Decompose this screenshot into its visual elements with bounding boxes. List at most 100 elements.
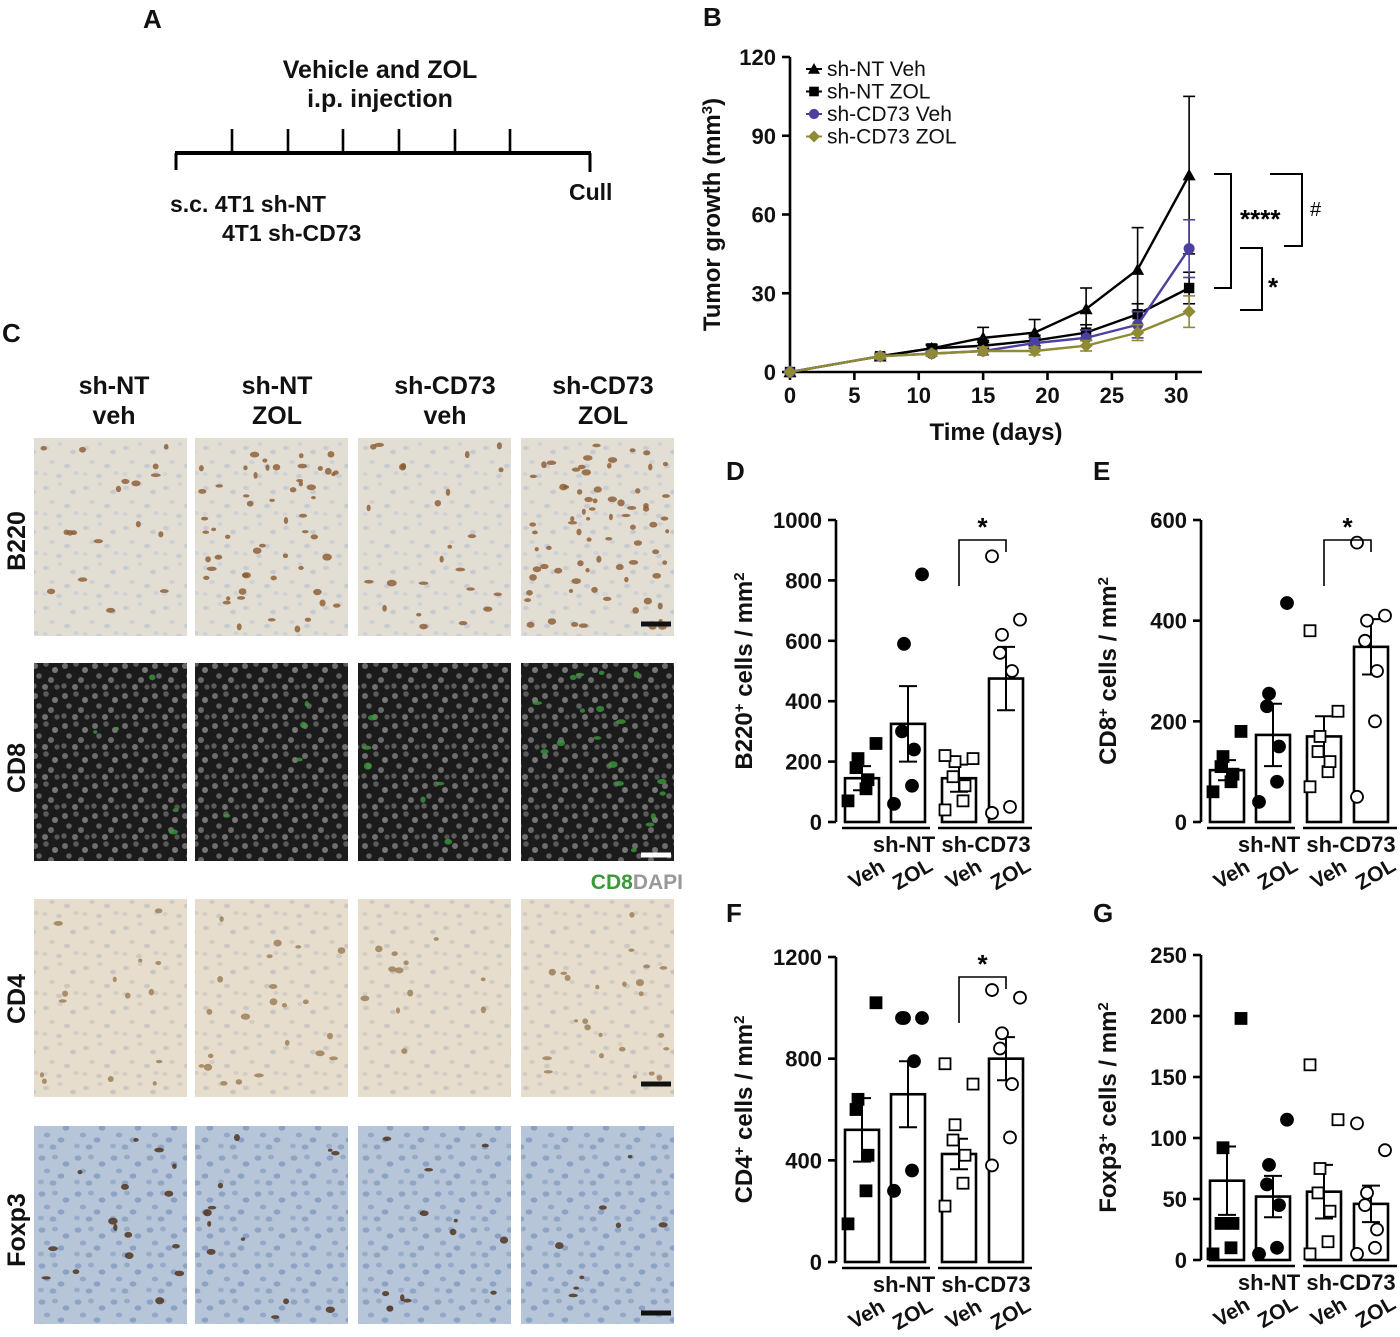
stain-spot bbox=[236, 623, 242, 631]
stain-spot bbox=[198, 465, 204, 472]
y-tick-label: 200 bbox=[1150, 709, 1187, 734]
stain-spot bbox=[559, 483, 568, 491]
data-point bbox=[958, 779, 972, 793]
data-point bbox=[1350, 789, 1364, 804]
panel-a: A Vehicle and ZOL i.p. injection s.c. 4T… bbox=[143, 4, 612, 246]
stain-spot bbox=[135, 520, 141, 528]
x-tick-label: 30 bbox=[1164, 383, 1188, 408]
stain-spot bbox=[629, 912, 635, 918]
stain-spot bbox=[246, 500, 254, 507]
stain-spot bbox=[172, 1163, 177, 1169]
data-point bbox=[948, 1118, 962, 1132]
stain-spot bbox=[624, 576, 629, 583]
stain-spot bbox=[635, 488, 641, 494]
data-point bbox=[938, 749, 952, 762]
y-tick-label: 30 bbox=[752, 281, 776, 306]
stain-spot bbox=[657, 778, 667, 785]
stain-spot bbox=[219, 916, 224, 923]
stain-spot bbox=[648, 463, 653, 471]
start-label-1: s.c. 4T1 sh-NT bbox=[170, 191, 326, 217]
stain-spot bbox=[453, 1218, 458, 1223]
stain-spot bbox=[66, 529, 73, 536]
stain-spot bbox=[458, 620, 468, 626]
stain-spot bbox=[526, 621, 535, 628]
data-point bbox=[956, 1176, 970, 1190]
micrograph-background bbox=[358, 1126, 511, 1324]
stain-spot bbox=[638, 991, 644, 997]
stain-spot bbox=[115, 485, 122, 493]
stain-spot bbox=[324, 467, 332, 475]
stain-spot bbox=[467, 534, 477, 539]
stain-spot bbox=[304, 617, 312, 622]
stain-spot bbox=[120, 1183, 129, 1190]
category-label: ZOL bbox=[1352, 854, 1400, 895]
micrograph-b220-4 bbox=[521, 438, 674, 636]
stain-spot bbox=[154, 1147, 165, 1153]
stain-spot bbox=[240, 1013, 251, 1020]
stain-spot bbox=[138, 958, 143, 963]
micrograph-background bbox=[34, 663, 187, 861]
stain-spot bbox=[124, 1252, 134, 1259]
data-point bbox=[915, 1011, 929, 1025]
series-line bbox=[789, 174, 1191, 374]
stain-spot bbox=[283, 516, 289, 525]
stain-spot bbox=[618, 1046, 626, 1052]
stain-spot bbox=[592, 443, 601, 448]
stain-spot bbox=[243, 465, 248, 471]
stain-spot bbox=[648, 1071, 655, 1076]
category-label: Veh bbox=[1307, 855, 1351, 894]
stain-spot bbox=[301, 530, 309, 534]
panel-e-letter: E bbox=[1093, 456, 1110, 486]
micrograph-background bbox=[521, 663, 674, 861]
data-point bbox=[1028, 344, 1042, 358]
data-point bbox=[1280, 1112, 1294, 1127]
panel-g-bar-chart: G 0 50 100 150 200 250 Foxp3+ cells / mm2 sh-NT… bbox=[1093, 898, 1400, 1333]
stain-spot bbox=[327, 1148, 333, 1152]
stain-spot bbox=[571, 467, 581, 472]
stain-spot bbox=[155, 960, 162, 965]
stain-spot bbox=[607, 457, 618, 463]
stain-spot bbox=[602, 596, 612, 602]
data-point bbox=[1252, 1247, 1266, 1261]
stain-spot bbox=[424, 1168, 434, 1172]
micrograph-background bbox=[358, 438, 511, 636]
stain-spot bbox=[207, 1220, 212, 1227]
stain-spot bbox=[659, 966, 668, 970]
stain-spot bbox=[586, 537, 592, 542]
column-header-line2: ZOL bbox=[252, 402, 302, 430]
stain-spot bbox=[627, 506, 637, 510]
data-point bbox=[1368, 714, 1382, 729]
stain-spot bbox=[158, 531, 164, 538]
category-label: Veh bbox=[942, 1295, 986, 1334]
stain-spot bbox=[581, 508, 586, 515]
stain-spot bbox=[657, 602, 663, 610]
x-tick-label: 15 bbox=[971, 383, 995, 408]
stain-spot bbox=[48, 1246, 58, 1252]
stain-spot bbox=[203, 1209, 212, 1217]
stain-spot bbox=[113, 1223, 118, 1231]
stain-spot bbox=[53, 920, 63, 926]
stain-spot bbox=[149, 674, 156, 681]
data-point bbox=[1313, 730, 1327, 743]
data-point bbox=[993, 1041, 1007, 1056]
data-point bbox=[1003, 800, 1017, 814]
data-point bbox=[1216, 1141, 1230, 1155]
stain-spot bbox=[319, 599, 326, 607]
stain-spot bbox=[298, 453, 304, 459]
stain-spot bbox=[439, 555, 444, 563]
y-tick-label: 600 bbox=[1150, 508, 1187, 533]
stain-spot bbox=[577, 464, 586, 470]
stain-spot bbox=[203, 575, 210, 581]
data-point bbox=[956, 794, 970, 808]
data-point bbox=[1013, 612, 1027, 627]
stain-spot bbox=[586, 517, 591, 521]
stain-spot bbox=[271, 1315, 280, 1319]
stain-spot bbox=[480, 1006, 486, 1014]
micrograph-cd8-1 bbox=[34, 663, 187, 861]
stain-spot bbox=[444, 838, 453, 845]
stain-spot bbox=[77, 1169, 83, 1175]
data-point bbox=[1350, 535, 1364, 550]
significance-label: **** bbox=[1240, 204, 1281, 234]
legend-marker bbox=[809, 86, 819, 97]
stain-spot bbox=[579, 1275, 585, 1280]
